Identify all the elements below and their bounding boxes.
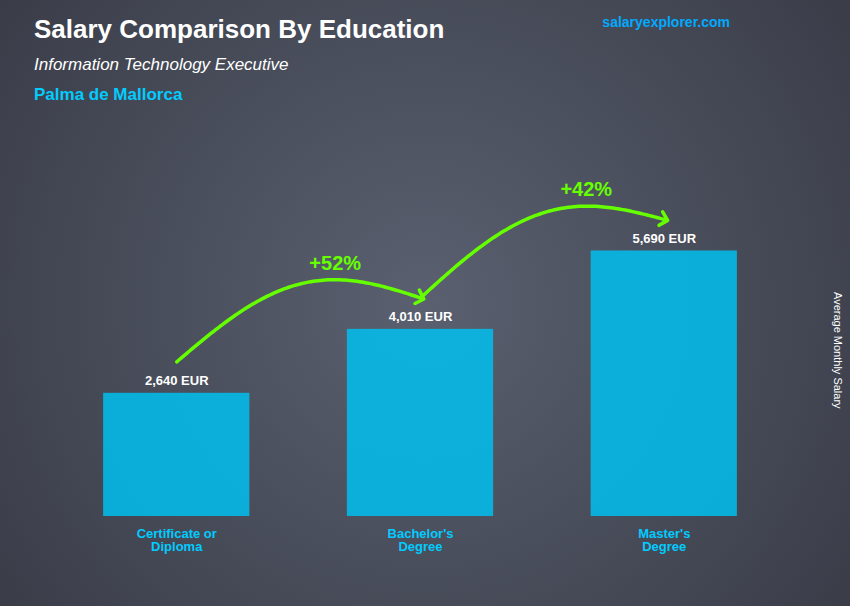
svg-text:2,640 EUR: 2,640 EUR — [145, 373, 209, 388]
html-text:Salary Comparison By Education: Salary Comparison By Education — [34, 14, 445, 44]
svg-text:Certificate orDiploma: Certificate orDiploma — [137, 526, 217, 554]
svg-text:+52%: +52% — [309, 252, 361, 274]
svg-text:+42%: +42% — [560, 178, 612, 200]
html-text:Average Monthly Salary: Average Monthly Salary — [832, 291, 844, 409]
svg-text:Master'sDegree: Master'sDegree — [638, 526, 690, 554]
svg-text:Bachelor'sDegree: Bachelor'sDegree — [388, 526, 454, 554]
html-text:salaryexplorer.com: salaryexplorer.com — [602, 14, 730, 30]
svg-text:5,690 EUR: 5,690 EUR — [632, 231, 696, 246]
svg-text:4,010 EUR: 4,010 EUR — [389, 309, 453, 324]
html-text:Information Technology Executi: Information Technology Executive — [34, 55, 289, 74]
html-text:Palma de Mallorca: Palma de Mallorca — [34, 85, 183, 104]
